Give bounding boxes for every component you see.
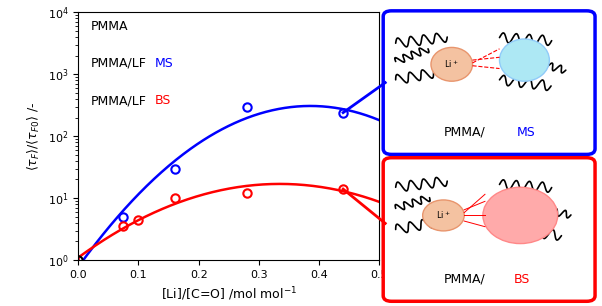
Ellipse shape <box>431 47 473 81</box>
FancyBboxPatch shape <box>383 158 595 301</box>
Text: PMMA/: PMMA/ <box>443 273 485 286</box>
X-axis label: [Li]/[C=O] /mol mol$^{-1}$: [Li]/[C=O] /mol mol$^{-1}$ <box>161 285 297 303</box>
Text: PMMA/LF: PMMA/LF <box>90 94 146 107</box>
Ellipse shape <box>500 39 550 81</box>
Text: Li$^+$: Li$^+$ <box>444 58 459 70</box>
Ellipse shape <box>423 200 464 231</box>
Text: BS: BS <box>155 94 172 107</box>
Text: Li$^+$: Li$^+$ <box>436 210 451 221</box>
Y-axis label: $\langle \tau_F \rangle / \langle \tau_{F0} \rangle$ /-: $\langle \tau_F \rangle / \langle \tau_{… <box>26 102 42 171</box>
FancyBboxPatch shape <box>383 11 595 155</box>
Text: MS: MS <box>155 57 174 70</box>
Text: PMMA/: PMMA/ <box>443 126 485 139</box>
Text: MS: MS <box>517 126 536 139</box>
Text: PMMA: PMMA <box>90 20 128 33</box>
Text: PMMA/LF: PMMA/LF <box>90 57 146 70</box>
Text: BS: BS <box>514 273 530 286</box>
Ellipse shape <box>483 187 557 244</box>
